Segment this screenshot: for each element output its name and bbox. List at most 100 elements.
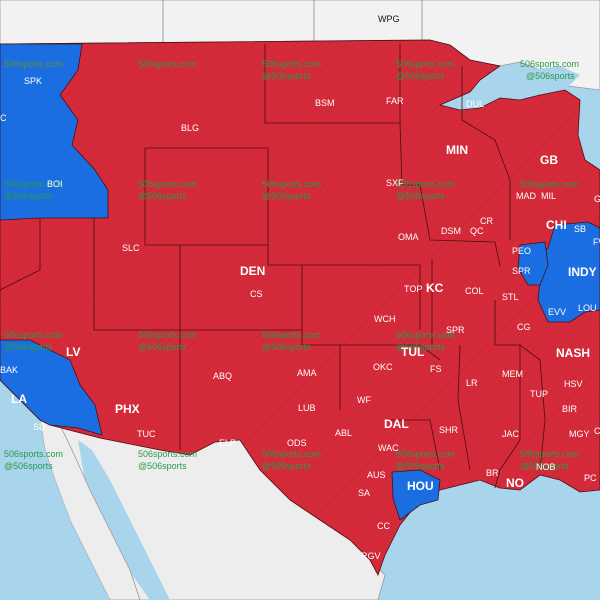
lake-huron	[578, 95, 600, 170]
state-borders	[0, 44, 546, 489]
watermark-text: 506sports.com	[396, 179, 455, 189]
city-label: AMA	[297, 368, 317, 378]
city-label: HOU	[407, 479, 434, 493]
city-label: DSM	[441, 226, 461, 236]
watermark-grid: 506sports.com 506sports.com 506sports.co…	[4, 59, 579, 471]
watermark-text: @506sports	[262, 191, 311, 201]
watermark-text: @506sports	[262, 71, 311, 81]
watermark-text: @506sports	[4, 191, 53, 201]
city-label: BOI	[47, 179, 63, 189]
city-label: MAD	[516, 191, 537, 201]
city-label: WPG	[378, 14, 400, 24]
city-label: WF	[357, 395, 371, 405]
watermark-text: 506sports.com	[520, 179, 579, 189]
city-label: BLG	[181, 123, 199, 133]
city-label: CG	[517, 322, 531, 332]
city-label: MIN	[446, 143, 468, 157]
city-label: ODS	[287, 438, 307, 448]
city-label: NO	[506, 476, 524, 490]
watermark-text: 506sports.com	[520, 449, 579, 459]
blue-market-socal	[0, 339, 103, 436]
city-label: SXF	[386, 178, 404, 188]
city-label: BIR	[562, 404, 578, 414]
city-label: COL	[465, 286, 484, 296]
city-label: G	[594, 194, 600, 204]
canada-province-lines	[162, 0, 423, 44]
blue-market-houston	[391, 469, 441, 521]
city-label: SLC	[122, 243, 140, 253]
watermark-text: @506sports	[396, 461, 445, 471]
city-label: C	[0, 113, 7, 123]
watermark-text: 506sports.com	[396, 449, 455, 459]
watermark-text: @506sports	[138, 342, 187, 352]
city-label: OMA	[398, 232, 419, 242]
watermark-text: @506sports	[138, 461, 187, 471]
watermark-text: @506sports	[526, 71, 575, 81]
watermark-text: @506sports	[396, 191, 445, 201]
watermark-text: 506sports.com	[262, 179, 321, 189]
blue-market-quad	[517, 241, 549, 286]
city-label: LA	[11, 392, 27, 406]
pacific-strip	[0, 380, 110, 600]
city-label: SB	[574, 224, 586, 234]
city-label: BSM	[315, 98, 335, 108]
city-label: FW	[593, 237, 600, 247]
city-label: MEM	[502, 369, 523, 379]
city-label: CC	[377, 521, 390, 531]
watermark-text: 506sports.com	[262, 59, 321, 69]
city-label: ELP	[219, 438, 236, 448]
city-label: LV	[66, 345, 80, 359]
city-label: QC	[470, 226, 484, 236]
gulf-of-california	[78, 440, 170, 600]
watermark-text: 506sports.com	[4, 59, 63, 69]
city-label: LOU	[578, 303, 597, 313]
lake-superior	[440, 66, 580, 110]
city-label: ABL	[335, 428, 352, 438]
watermark-text: @506sports	[520, 461, 569, 471]
city-label: NOB	[536, 462, 556, 472]
city-label: CHI	[546, 218, 567, 232]
city-labels: WPG SPK C BOI BSM BLG FAR DUL MIN GB MAD…	[0, 14, 600, 561]
city-label: DUL	[466, 99, 484, 109]
city-label: JAC	[502, 429, 520, 439]
city-label: WAC	[378, 443, 399, 453]
city-label: PHX	[115, 402, 140, 416]
city-label: PC	[584, 473, 597, 483]
city-label: STL	[502, 292, 519, 302]
watermark-text: @506sports	[262, 342, 311, 352]
city-label: BAK	[0, 365, 18, 375]
city-label: DAL	[384, 417, 409, 431]
watermark-text: @506sports	[4, 461, 53, 471]
watermark-text: @506sports	[262, 461, 311, 471]
city-label: GB	[540, 153, 558, 167]
blue-market-northwest	[0, 43, 109, 221]
city-label: TUP	[530, 389, 548, 399]
city-label: OKC	[373, 362, 393, 372]
city-label: TUL	[401, 345, 424, 359]
city-label: ABQ	[213, 371, 232, 381]
city-label: SHR	[439, 425, 459, 435]
city-label: CR	[480, 216, 493, 226]
watermark-text: 506sports.com	[396, 330, 455, 340]
watermark-text: 506sports.com	[520, 59, 579, 69]
watermark-text: 506sports.com	[138, 179, 197, 189]
city-label: AUS	[367, 470, 386, 480]
city-label: SPR	[512, 266, 531, 276]
watermark-text: 506sports.com	[138, 59, 197, 69]
city-label: INDY	[568, 265, 597, 279]
city-label: RGV	[361, 551, 381, 561]
watermark-text: @506sports	[396, 71, 445, 81]
city-label: BR	[486, 468, 499, 478]
watermark-text: 506sports.com	[4, 330, 63, 340]
watermark-text: 506sports.com	[138, 449, 197, 459]
watermark-text: @506sports	[4, 342, 53, 352]
city-label: PEO	[512, 246, 531, 256]
watermark-text: 506sports.com	[262, 449, 321, 459]
watermark-text: 506sports.com	[4, 179, 63, 189]
city-label: DEN	[240, 264, 265, 278]
watermark-text: 506sports.com	[396, 59, 455, 69]
watermark-text: 506sports.com	[262, 330, 321, 340]
city-label: TOP	[404, 284, 422, 294]
city-label: SPK	[24, 76, 42, 86]
